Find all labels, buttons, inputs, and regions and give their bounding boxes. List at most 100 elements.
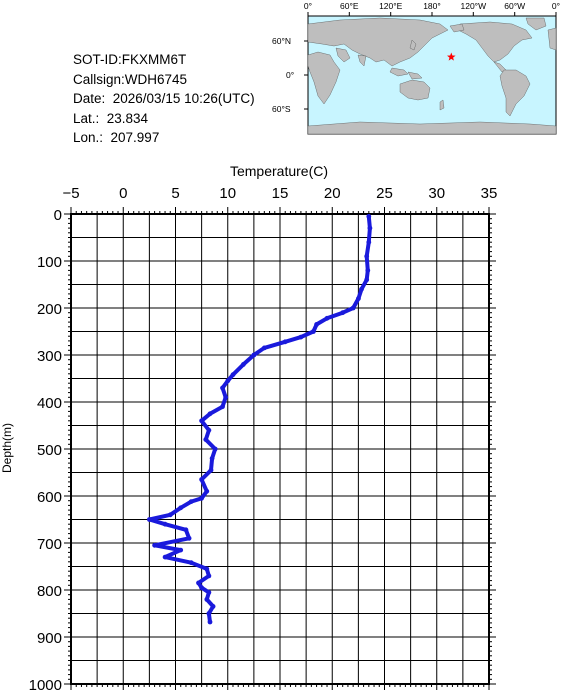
profile-point [188,499,194,504]
lon-label: Lon.: 207.997 [73,130,160,145]
info-panel: SOT-ID:FKXMM6T Callsign:WDH6745 Date: 20… [73,50,255,148]
temperature-profile [147,214,373,625]
profile-point [207,619,213,625]
profile-point [206,427,212,433]
map-lon-label: 0° [304,1,312,11]
y-tick-label: 0 [54,207,62,224]
profile-point [314,322,319,327]
profile-point [366,239,372,245]
profile-point [324,315,330,321]
profile-point [364,253,370,259]
profile-point [359,286,364,292]
profile-point [199,418,205,424]
location-map: 0° 60°E 120°E 180° 120°W 60°W 0° 60°N 60… [304,1,560,135]
profile-point [204,597,210,602]
profile-point [199,477,205,482]
x-axis: −5 0 5 10 15 20 25 30 35 [62,185,497,690]
profile-point [350,305,356,311]
x-tick-label: 20 [324,185,341,202]
y-tick-label: 900 [37,630,62,647]
profile-point [241,362,246,367]
profile-point [183,527,189,533]
y-tick-label: 500 [37,442,62,459]
map-lon-label: 60°E [340,1,359,11]
profile-point [196,580,201,586]
date-label: Date: 2026/03/15 10:26(UTC) [73,91,255,106]
x-tick-label: −5 [62,185,79,202]
y-tick-label: 700 [37,536,62,553]
sot-id-label: SOT-ID:FKXMM6T [73,52,187,67]
profile-point [220,404,225,410]
profile-point [199,585,205,591]
temperature-depth-chart: −5 0 5 10 15 20 25 30 35 01002003004005006007008… [0,163,497,690]
profile-point [167,512,173,518]
profile-point [208,467,214,473]
profile-point [251,352,257,358]
profile-point [225,378,231,384]
profile-line [147,214,372,624]
profile-point [162,521,168,527]
profile-point [209,456,215,461]
map-lon-label: 120°W [460,1,486,11]
map-ticks [304,12,557,110]
profile-point [162,554,168,560]
profile-point [152,542,158,548]
y-tick-label: 600 [37,489,62,506]
profile-point [203,437,209,442]
profile-point [298,334,304,340]
y-tick-label: 200 [37,301,62,318]
y-tick-label: 300 [37,348,62,365]
map-lat-label: 60°N [272,36,291,46]
lat-label: Lat.: 23.834 [73,110,149,126]
map-lon-label: 60°W [504,1,525,11]
profile-point [366,214,372,219]
profile-point [220,385,225,391]
profile-point [261,345,267,351]
x-tick-label: 5 [171,185,179,202]
x-axis-label: Temperature(C) [230,163,328,179]
profile-point [178,505,184,511]
profile-point [207,411,213,417]
profile-point [282,339,288,345]
profile-point [178,547,184,553]
x-tick-label: 10 [219,185,236,202]
star-marker-icon [447,52,456,61]
profile-point [147,517,152,522]
profile-point [210,604,216,609]
profile-point [340,310,346,316]
profile-point [230,372,236,378]
profile-point [365,268,371,273]
y-tick-label: 400 [37,395,62,412]
profile-point [212,446,218,452]
callsign-label: Callsign:WDH6745 [73,71,188,87]
x-tick-label: 30 [428,185,445,202]
y-axis-label: Depth(m) [0,423,14,473]
y-axis: 0 100 200 300 400 500 600 700 800 900 1000 [29,207,496,690]
profile-point [206,590,212,595]
x-tick-label: 0 [119,185,127,202]
map-land [307,17,557,135]
profile-point [223,394,229,400]
x-tick-label: 15 [272,185,289,202]
profile-point [311,329,316,334]
profile-point [356,296,361,301]
profile-point [188,560,194,566]
y-tick-label: 100 [37,254,62,271]
profile-point [206,611,212,616]
map-lat-label: 0° [286,70,295,80]
map-lon-label: 120°E [379,1,403,11]
map-lon-label: 180° [423,1,441,11]
profile-point [204,488,210,494]
profile-point [199,495,205,501]
y-tick-label: 1000 [29,677,62,690]
profile-point [367,225,373,231]
x-tick-label: 35 [481,185,498,202]
profile-point [206,573,212,579]
map-lon-label: 0° [552,1,560,11]
y-tick-label: 800 [37,583,62,600]
profile-point [204,566,210,572]
x-tick-label: 25 [376,185,393,202]
map-lat-label: 60°S [272,104,291,114]
profile-point [364,277,370,283]
chart-grid [70,213,490,685]
